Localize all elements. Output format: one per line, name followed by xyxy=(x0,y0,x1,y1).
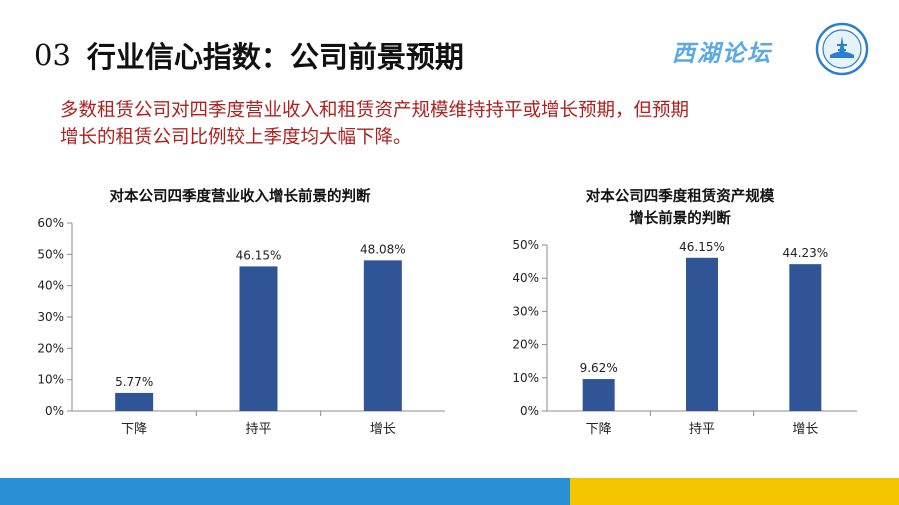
data-label: 46.15% xyxy=(236,248,282,262)
x-tick-label: 下降 xyxy=(586,422,612,437)
y-tick-label: 30% xyxy=(37,310,64,324)
revenue-chart-svg: 0% 10% 20% 30% 40% 50% 60% 5.77% 下降 46.15% 持平 48.08… xyxy=(37,216,445,437)
summary-line-1: 多数租赁公司对四季度营业收入和租赁资产规模维持持平或增长预期，但预期 xyxy=(60,100,690,121)
summary-line-2: 增长的租赁公司比例较上季度均大幅下降。 xyxy=(60,127,412,148)
y-tick-label: 20% xyxy=(37,341,64,355)
bar xyxy=(789,264,822,411)
chart-title-line-2: 增长前景的判断 xyxy=(629,210,731,227)
chart-title: 对本公司四季度租赁资产规模 增长前景的判断 xyxy=(480,186,880,230)
chart-title-line-1: 对本公司四季度租赁资产规模 xyxy=(585,188,775,205)
data-label: 5.77% xyxy=(115,375,153,389)
asset-scale-chart: 对本公司四季度租赁资产规模 增长前景的判断 0% 10% 20% 30% 40% 50% 9… xyxy=(480,180,880,450)
y-tick-label: 20% xyxy=(512,338,539,352)
x-tick-label: 持平 xyxy=(689,422,715,437)
section-number: 03 xyxy=(34,38,71,72)
y-tick-label: 10% xyxy=(37,373,64,387)
data-label: 44.23% xyxy=(782,246,828,260)
bar xyxy=(115,392,154,411)
y-tick-label: 50% xyxy=(37,247,64,261)
x-tick-label: 增长 xyxy=(370,422,396,437)
asset-chart-svg: 0% 10% 20% 30% 40% 50% 9.62% 下降 46.15% 持平 44.23% 增长 xyxy=(512,238,857,437)
y-tick-label: 0% xyxy=(520,404,539,418)
footer-bar-yellow xyxy=(570,478,899,505)
footer-bar-blue xyxy=(0,478,570,505)
y-tick-label: 40% xyxy=(37,279,64,293)
page-title-row: 03 行业信心指数：公司前景预期 xyxy=(34,30,464,80)
data-label: 9.62% xyxy=(580,361,618,375)
y-tick-label: 40% xyxy=(512,271,539,285)
summary-text: 多数租赁公司对四季度营业收入和租赁资产规模维持持平或增长预期，但预期 增长的租赁… xyxy=(60,97,860,151)
data-label: 48.08% xyxy=(360,242,406,256)
y-tick-label: 50% xyxy=(512,238,539,252)
brand-logo-text: 西湖论坛 xyxy=(672,40,772,67)
page-title: 行业信心指数：公司前景预期 xyxy=(86,40,464,74)
revenue-growth-chart: 对本公司四季度营业收入增长前景的判断 0% 10% 20% 30% 40% 50% 60% 5… xyxy=(30,180,450,450)
x-tick-label: 增长 xyxy=(792,422,818,437)
bar xyxy=(582,379,615,411)
forum-emblem-icon xyxy=(815,22,869,76)
chart-title: 对本公司四季度营业收入增长前景的判断 xyxy=(109,188,371,205)
data-label: 46.15% xyxy=(679,240,725,254)
y-tick-label: 60% xyxy=(37,216,64,230)
y-tick-label: 30% xyxy=(512,304,539,318)
bar xyxy=(686,257,718,411)
bar xyxy=(363,260,402,411)
bar xyxy=(239,266,278,411)
x-tick-label: 持平 xyxy=(245,422,271,437)
y-tick-label: 0% xyxy=(45,404,64,418)
x-tick-label: 下降 xyxy=(121,422,147,437)
y-tick-label: 10% xyxy=(512,371,539,385)
